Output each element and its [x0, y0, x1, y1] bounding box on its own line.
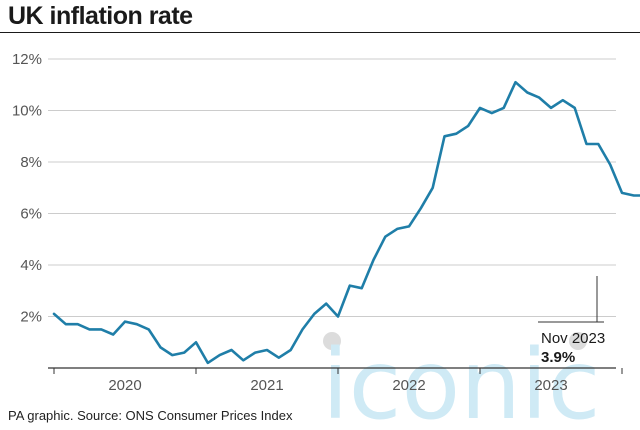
y-tick-label: 4% [20, 257, 42, 274]
x-tick-label: 2023 [534, 377, 567, 394]
x-axis: 2020 2021 2022 2023 [53, 368, 623, 394]
y-tick-label: 10% [12, 103, 42, 120]
chart-title: UK inflation rate [8, 2, 193, 30]
series-line [52, 80, 640, 365]
title-rule [0, 32, 640, 33]
watermark-dot [323, 332, 341, 350]
annotation: Nov 2023 3.9% [538, 276, 605, 366]
source-note: PA graphic. Source: ONS Consumer Prices … [8, 408, 293, 423]
series [52, 80, 640, 365]
x-tick-label: 2022 [392, 377, 425, 394]
annotation-label: Nov 2023 [541, 330, 605, 347]
watermark: iconic [322, 329, 600, 430]
grid [48, 58, 616, 369]
y-tick-label: 8% [20, 154, 42, 171]
watermark-dot [569, 332, 587, 350]
x-tick-label: 2020 [108, 377, 141, 394]
y-tick-label: 6% [20, 206, 42, 223]
watermark-text: iconic [322, 329, 600, 430]
y-tick-label: 2% [20, 309, 42, 326]
x-tick-label: 2021 [250, 377, 283, 394]
annotation-value: 3.9% [541, 349, 575, 366]
y-tick-label: 12% [12, 51, 42, 68]
y-axis: 2% 4% 6% 8% 10% 12% [12, 51, 42, 326]
